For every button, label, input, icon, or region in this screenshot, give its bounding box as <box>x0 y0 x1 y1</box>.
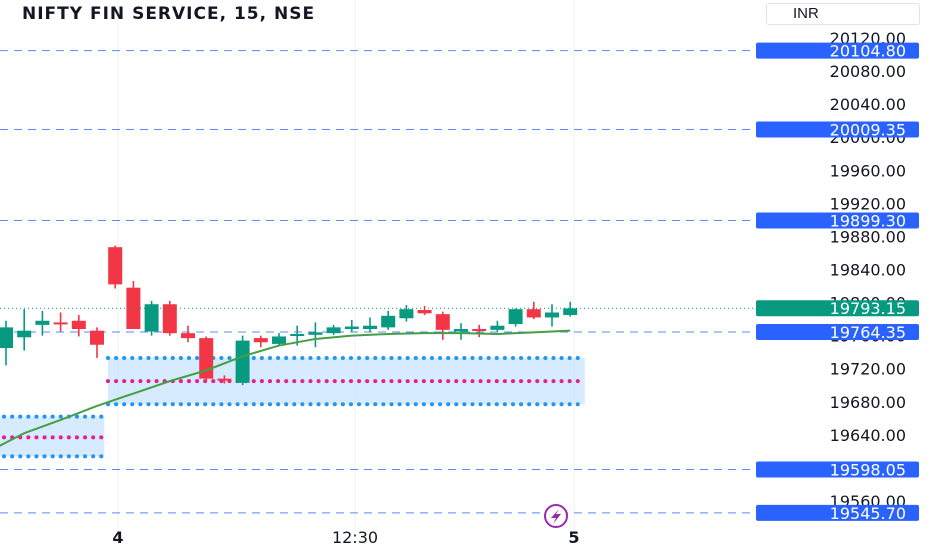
price-level-label-text: 19899.30 <box>830 211 906 230</box>
candle-body <box>344 326 359 330</box>
time-tick-label: 4 <box>112 528 123 547</box>
candle-body <box>17 330 32 338</box>
candle-body <box>35 320 50 325</box>
time-tick-label: 12:30 <box>332 528 378 547</box>
candle-body <box>144 304 159 332</box>
candle-body <box>490 325 505 330</box>
candle-body <box>235 340 250 383</box>
candle-series <box>0 245 578 386</box>
moving-average-line <box>0 329 571 447</box>
price-level-labels: 20104.80 20009.35 19899.30 19764.35 19598.05… <box>756 42 919 523</box>
candle-body <box>162 304 177 334</box>
candle-body <box>381 315 396 328</box>
candle-body <box>417 310 432 314</box>
candle-body <box>272 336 286 344</box>
chart-title: NIFTY FIN SERVICE, 15, NSE <box>22 4 316 24</box>
price-level-label-box <box>756 212 919 229</box>
candle-body <box>363 325 377 330</box>
lightning-icon[interactable] <box>544 504 568 528</box>
price-tick-label: 19960.00 <box>830 161 906 180</box>
candle-body <box>217 378 232 381</box>
price-tick-label: 19840.00 <box>830 261 906 280</box>
price-level-label-text: 19598.05 <box>830 461 906 480</box>
demand-zones <box>0 355 587 459</box>
price-level-label-box <box>756 121 919 138</box>
candle-body <box>181 333 195 339</box>
grid-lines <box>117 0 575 530</box>
candle-body <box>253 338 268 343</box>
price-level-label-text: 20104.80 <box>830 42 906 61</box>
price-tick-label: 20040.00 <box>830 95 906 114</box>
price-axis[interactable]: 20120.0020080.0020040.0020000.0019960.00… <box>830 29 906 511</box>
candle-body <box>526 309 541 318</box>
candle-body <box>435 314 450 330</box>
candle-body <box>472 329 487 332</box>
price-level-label-box <box>756 461 919 478</box>
price-tick-label: 20080.00 <box>830 62 906 81</box>
candle-body <box>326 327 341 334</box>
price-tick-label: 19640.00 <box>830 426 906 445</box>
candle-body <box>399 309 414 319</box>
price-level-label-text: 19764.35 <box>830 323 906 342</box>
ma-polyline <box>0 329 571 447</box>
candle-body <box>108 247 123 285</box>
time-tick-label: 5 <box>568 528 579 547</box>
price-level-label-text: 19545.70 <box>830 504 906 523</box>
last-price-label-text: 19793.15 <box>830 299 906 318</box>
price-tick-label: 19880.00 <box>830 227 906 246</box>
candle-body <box>53 322 68 325</box>
candle-body <box>454 329 468 332</box>
time-axis[interactable]: 4 12:30 5 <box>112 528 579 547</box>
candle-body <box>545 312 559 318</box>
currency-selector[interactable]: INR <box>766 3 920 25</box>
candle-body <box>563 308 578 315</box>
last-price-label-box <box>756 300 919 317</box>
candle-body <box>0 327 13 349</box>
candle-body <box>90 330 104 345</box>
candle-body <box>126 287 141 330</box>
price-level-label-box <box>756 42 919 59</box>
candle-body <box>508 309 523 325</box>
price-level-label-box <box>756 324 919 341</box>
candle-body <box>290 333 305 336</box>
price-level-label-text: 20009.35 <box>830 120 906 139</box>
candle-body <box>71 320 86 330</box>
price-tick-label: 19920.00 <box>830 194 906 213</box>
price-level-label-box <box>756 504 919 521</box>
price-tick-label: 19720.00 <box>830 360 906 379</box>
price-tick-label: 19680.00 <box>830 393 906 412</box>
candle-body <box>308 332 323 335</box>
